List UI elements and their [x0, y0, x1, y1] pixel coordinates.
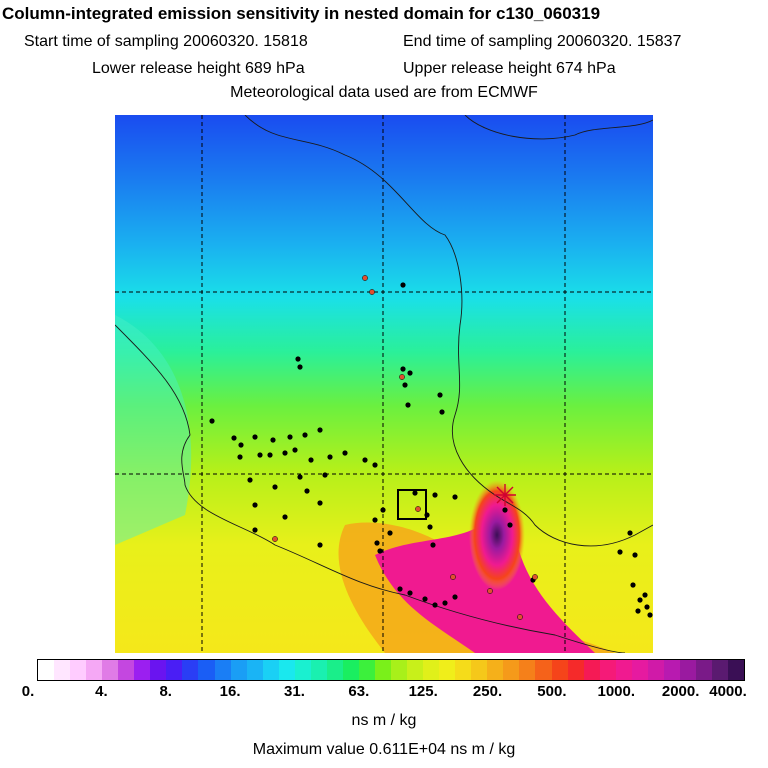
- colorbar-tick-label: 2000.: [661, 683, 700, 700]
- colorbar-segment: [663, 660, 680, 680]
- colorbar-tick-label: 0.: [21, 683, 35, 700]
- colorbar-tick-label: 250.: [472, 683, 503, 700]
- start-time-label: Start time of sampling 20060320. 15818: [24, 33, 308, 50]
- colorbar-segment: [214, 660, 231, 680]
- colorbar-segment: [230, 660, 247, 680]
- max-value-label: Maximum value 0.611E+04 ns m / kg: [252, 741, 516, 758]
- highlight-station-markers: [272, 275, 538, 620]
- colorbar-tick-label: 16.: [219, 683, 241, 700]
- colorbar-segment: [38, 660, 55, 680]
- colorbar-segment: [54, 660, 71, 680]
- colorbar-segment: [150, 660, 167, 680]
- colorbar-segment: [278, 660, 295, 680]
- colorbar-segment: [679, 660, 696, 680]
- colorbar-segment: [535, 660, 552, 680]
- colorbar-tick-label: 63.: [348, 683, 370, 700]
- lower-release-label: Lower release height 689 hPa: [92, 60, 305, 77]
- colorbar-segment: [519, 660, 536, 680]
- colorbar-segment: [631, 660, 648, 680]
- colorbar-segment: [695, 660, 712, 680]
- end-time-label: End time of sampling 20060320. 15837: [403, 33, 682, 50]
- colorbar-segment: [728, 660, 745, 680]
- colorbar-segment: [551, 660, 568, 680]
- colorbar-tick-label: 31.: [284, 683, 305, 700]
- left-band: [115, 315, 192, 545]
- station-markers: [209, 282, 653, 618]
- release-box: [397, 489, 427, 520]
- colorbar-segment: [615, 660, 632, 680]
- colorbar-tick-label: 500.: [537, 683, 567, 700]
- colorbar-segment: [102, 660, 119, 680]
- colorbar-segment: [487, 660, 504, 680]
- colorbar-segment: [358, 660, 375, 680]
- plot-title: Column-integrated emission sensitivity i…: [2, 4, 601, 23]
- colorbar-segment: [70, 660, 87, 680]
- plume-core: [469, 480, 525, 590]
- colorbar-segment: [262, 660, 279, 680]
- colorbar-segment: [294, 660, 311, 680]
- grid-lines: [115, 115, 653, 653]
- colorbar-segment: [118, 660, 135, 680]
- colorbar-segment: [182, 660, 199, 680]
- colorbar-segment: [246, 660, 263, 680]
- colorbar-segment: [374, 660, 392, 680]
- colorbar-segment: [471, 660, 488, 680]
- colorbar-ticks: 0. 4. 8. 16. 31. 63. 125. 250. 500. 1000. 2000. 400…: [0, 683, 768, 705]
- colorbar-segment: [423, 660, 440, 680]
- colorbar-tick-label: 4.: [95, 683, 108, 700]
- colorbar-tick-label: 125.: [408, 683, 438, 700]
- coastlines: [115, 115, 653, 653]
- colorbar-segment: [647, 660, 664, 680]
- colorbar-segment: [567, 660, 584, 680]
- upper-release-label: Upper release height 674 hPa: [403, 60, 616, 77]
- colorbar-segment: [407, 660, 424, 680]
- release-point-star-icon: [494, 484, 516, 506]
- colorbar-segment: [134, 660, 151, 680]
- colorbar-segment: [166, 660, 183, 680]
- unit-label: ns m / kg: [351, 712, 417, 729]
- colorbar-segment: [439, 660, 456, 680]
- colorbar-segment: [711, 660, 729, 680]
- colorbar-segment: [455, 660, 472, 680]
- colorbar-segment: [583, 660, 600, 680]
- colorbar-segment: [503, 660, 520, 680]
- colorbar-segment: [310, 660, 327, 680]
- colorbar-segment: [342, 660, 359, 680]
- colorbar-segment: [599, 660, 616, 680]
- met-data-label: Meteorological data used are from ECMWF: [230, 84, 538, 101]
- sensitivity-map: [115, 115, 653, 653]
- colorbar-tick-label: 8.: [159, 683, 172, 700]
- colorbar-tick-label: 1000.: [597, 683, 636, 700]
- colorbar-segment: [198, 660, 215, 680]
- colorbar-segment: [86, 660, 103, 680]
- colorbar-segment: [391, 660, 408, 680]
- colorbar: [37, 659, 745, 681]
- colorbar-tick-label: 4000.: [709, 683, 747, 700]
- colorbar-segment: [326, 660, 343, 680]
